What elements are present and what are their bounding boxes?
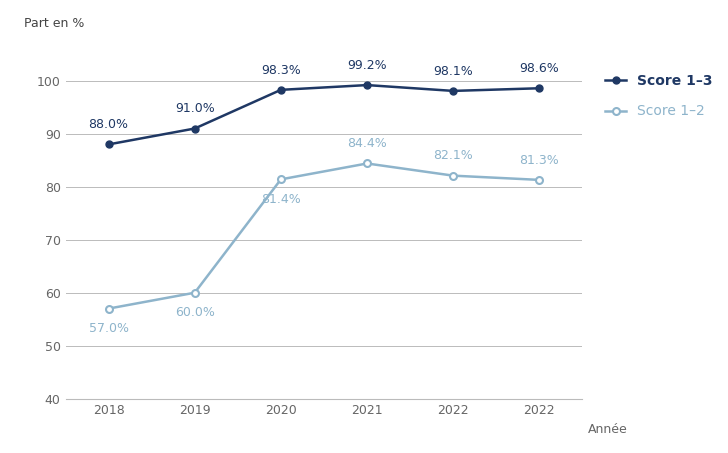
Text: 98.6%: 98.6% <box>520 62 559 75</box>
Text: 91.0%: 91.0% <box>175 102 215 115</box>
Text: 81.3%: 81.3% <box>520 154 559 167</box>
Text: 98.3%: 98.3% <box>261 63 301 77</box>
Text: 99.2%: 99.2% <box>347 59 387 72</box>
Text: Année: Année <box>587 423 628 436</box>
Text: 82.1%: 82.1% <box>433 149 473 163</box>
Legend: Score 1–3, Score 1–2: Score 1–3, Score 1–2 <box>600 68 719 124</box>
Text: Part en %: Part en % <box>24 17 84 30</box>
Text: 57.0%: 57.0% <box>89 322 129 335</box>
Text: 88.0%: 88.0% <box>89 118 129 131</box>
Text: 60.0%: 60.0% <box>175 306 215 319</box>
Text: 81.4%: 81.4% <box>261 193 301 206</box>
Text: 98.1%: 98.1% <box>433 65 473 77</box>
Text: 84.4%: 84.4% <box>347 137 387 150</box>
